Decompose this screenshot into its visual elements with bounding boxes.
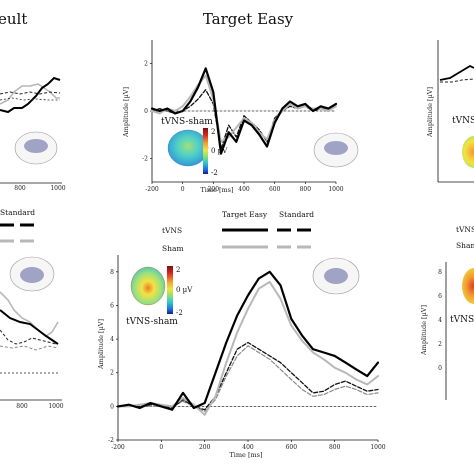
bottom-center-series: [116, 270, 380, 416]
bottom-right-ytick-0: 0: [438, 365, 442, 372]
top-center-cb-zero: 0 µV: [211, 147, 228, 155]
bottom-center-cb-max: 2: [176, 266, 180, 274]
bottom-center-xtick-label: -200: [111, 444, 125, 451]
bottom-center-scalp-map: [312, 257, 360, 295]
top-center-axes: -200 0 200 400 600 800 1000 2 0 -2: [142, 40, 344, 193]
bottom-center-ytick-label: 2: [110, 370, 114, 377]
legend-right-sham: Sham: [456, 241, 474, 250]
top-center-chart: -200 0 200 400 600 800 1000 2 0 -2 Amplitude [µV]…: [122, 40, 359, 194]
bottom-center-cb-min: -2: [176, 309, 183, 317]
bottom-center-inset-topomap: 2 0 µV -2 tVNS-sham: [126, 266, 193, 327]
bottom-center-cb-zero: 0 µV: [176, 286, 193, 294]
top-center-line-solid-gray: [151, 74, 337, 143]
top-center-cb-min: -2: [211, 169, 218, 177]
top-center-cb-max: 2: [211, 128, 215, 136]
top-center-xtick-label: 200: [208, 186, 220, 193]
top-center-colorbar: [203, 128, 208, 174]
top-right-standard-line: [440, 78, 474, 83]
top-right-head-map: [462, 136, 474, 168]
bottom-center-xtick-label: 600: [286, 444, 298, 451]
bottom-center-ytick-label: -2: [108, 437, 114, 444]
bottom-center-colorbar: [167, 266, 173, 314]
bottom-center-xtick-label: 0: [159, 444, 163, 451]
bottom-right-ylabel: Amplitude [µV]: [420, 305, 428, 356]
top-center-ytick-label: -2: [142, 155, 148, 162]
bottom-center-ytick-label: 0: [110, 403, 114, 410]
top-left-xtick-800: 800: [14, 185, 26, 192]
legend-col-standard: Standard: [279, 210, 314, 219]
top-left-sham-line: [0, 83, 60, 105]
top-center-xtick-label: 800: [300, 186, 312, 193]
bottom-right-inset-title: tVNS-: [450, 315, 474, 325]
bottom-center-xtick-label: 200: [199, 444, 211, 451]
top-center-ylabel: Amplitude [µV]: [122, 87, 130, 138]
legend-center: Target Easy Standard tVNS Sham: [162, 210, 314, 253]
top-center-inset-topomap: tVNS-sham 2 0 µV -2: [161, 117, 228, 177]
legend-right: tVNS Sham: [456, 225, 474, 250]
top-right-tvns-line: [439, 64, 474, 81]
bottom-right-panel: Amplitude [µV] 8 6 4 2 0 tVNS-: [420, 262, 474, 400]
top-center-line-solid-black: [150, 67, 338, 155]
bottom-right-ytick-2: 2: [438, 341, 442, 348]
top-center-xtick-label: 0: [181, 186, 185, 193]
bottom-center-ytick-label: 8: [110, 269, 114, 276]
bottom-left-sham-standard-line: [0, 345, 59, 351]
bottom-center-axes: -200 0 200 400 600 800 1000 8 6 4 2 0 -2: [108, 255, 386, 451]
bottom-center-line-dashed-black: [117, 341, 379, 411]
top-left-panel: 800 1000: [0, 76, 66, 192]
bottom-center-head-map: [130, 266, 166, 306]
legend-row-tvns: tVNS: [162, 226, 182, 235]
bottom-center-line-solid-gray: [117, 280, 379, 416]
bottom-center-ylabel: Amplitude [µV]: [97, 319, 105, 370]
legend-right-tvns: tVNS: [456, 225, 474, 234]
bottom-left-tvns-line: [0, 309, 59, 345]
top-center-inset-title: tVNS-sham: [161, 117, 213, 127]
bottom-left-sham-line: [0, 291, 59, 337]
bottom-right-ytick-8: 8: [438, 269, 442, 276]
top-center-ytick-label: 0: [144, 108, 148, 115]
top-center-xlabel: Time [ms]: [200, 186, 233, 194]
top-center-xtick-label: 1000: [328, 186, 343, 193]
bottom-center-line-dashed-gray: [117, 345, 379, 412]
top-center-xtick-label: -200: [145, 186, 159, 193]
top-center-head-map: [167, 129, 209, 167]
bottom-right-head-map: [462, 268, 474, 304]
top-center-ytick-label: 2: [144, 61, 148, 68]
top-left-scalp-map: [14, 131, 58, 165]
top-right-panel: Amplitude [µV] tVNS: [426, 40, 474, 183]
top-center-xtick-label: 600: [269, 186, 281, 193]
top-left-tvns-line: [0, 76, 61, 114]
bottom-center-chart: -200 0 200 400 600 800 1000 8 6 4 2 0 -2 Amplitude […: [97, 255, 386, 459]
bottom-left-xtick-1000: 1000: [48, 403, 63, 410]
legend-col-target-easy: Target Easy: [222, 210, 268, 219]
legend-left-standard-label: Standard: [0, 208, 35, 217]
bottom-center-xtick-label: 1000: [370, 444, 385, 451]
center-panel-title: Target Easy: [203, 10, 294, 28]
top-right-ylabel: Amplitude [µV]: [426, 87, 434, 138]
bottom-center-xtick-label: 400: [242, 444, 254, 451]
top-left-xtick-1000: 1000: [50, 185, 65, 192]
bottom-center-xlabel: Time [ms]: [229, 451, 262, 459]
top-center-xtick-label: 400: [238, 186, 250, 193]
bottom-center-xtick-label: 800: [329, 444, 341, 451]
legend-row-sham: Sham: [162, 244, 184, 253]
bottom-center-inset-title: tVNS-sham: [126, 317, 178, 327]
bottom-left-scalp-map: [9, 256, 55, 292]
bottom-center-ytick-label: 4: [110, 336, 114, 343]
bottom-right-ytick-6: 6: [438, 293, 442, 300]
top-center-series: [150, 67, 338, 155]
bottom-left-xtick-800: 800: [16, 403, 28, 410]
top-left-standard-line: [0, 91, 61, 95]
top-right-inset-title: tVNS: [452, 116, 474, 126]
bottom-left-panel: 800 1000: [0, 256, 64, 410]
bottom-center-line-solid-black: [116, 270, 380, 411]
legend-left: Standard: [0, 208, 35, 243]
bottom-right-ytick-4: 4: [438, 317, 442, 324]
bottom-center-ytick-label: 6: [110, 302, 114, 309]
top-center-scalp-map: [313, 132, 359, 168]
left-panel-title: eult: [0, 10, 27, 28]
